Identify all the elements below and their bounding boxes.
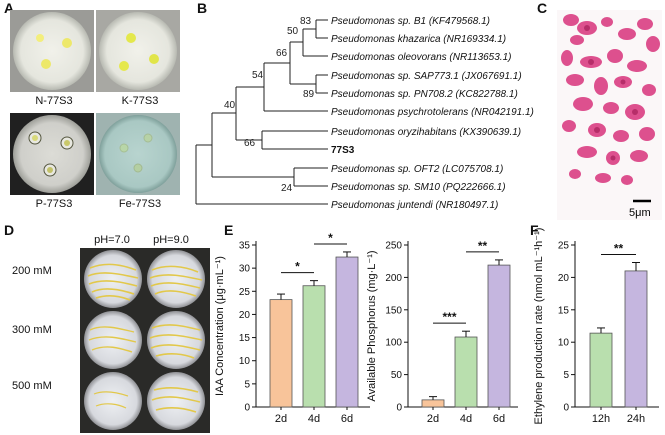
taxon-label: Pseudomonas oleovorans (NR113653.1) xyxy=(331,52,511,63)
plate-300-ph7 xyxy=(84,311,142,369)
y-tick-label: 50 xyxy=(391,370,403,381)
chart-iaa: 0 5 10 15 20 25 30 35 IAA Concentration (μg·mL⁻¹… xyxy=(214,231,370,425)
plate-caption-k: K-77S3 xyxy=(121,95,159,107)
taxon-label: Pseudomonas sp. SM10 (PQ222666.1) xyxy=(331,182,506,193)
bootstrap-value: 66 xyxy=(244,138,256,149)
significance-mark: ** xyxy=(478,239,488,253)
row-label-200mm: 200 mM xyxy=(12,265,52,277)
y-tick-label: 5 xyxy=(563,370,569,381)
y-tick-label: 15 xyxy=(558,305,570,316)
panel-label-a: A xyxy=(4,0,15,16)
panel-d-plates xyxy=(80,248,210,433)
micrograph-gram-stain: 5μm xyxy=(557,10,662,220)
plate-fe xyxy=(99,115,177,193)
chart-phosphorus: 0 50 100 150 200 250 Available Phosphorus (mg·… xyxy=(366,239,518,425)
bar xyxy=(302,285,326,408)
taxon-labels: Pseudomonas sp. B1 (KF479568.1) Pseudomo… xyxy=(331,16,534,211)
taxon-label: Pseudomonas khazarica (NR169334.1) xyxy=(331,34,506,45)
bootstrap-value: 40 xyxy=(224,100,236,111)
bar xyxy=(487,264,511,408)
row-label-500mm: 500 mM xyxy=(12,380,52,392)
taxon-label: Pseudomonas juntendi (NR180497.1) xyxy=(331,200,498,211)
panel-label-f: F xyxy=(530,222,539,238)
column-header-ph7: pH=7.0 xyxy=(94,234,130,246)
row-label-300mm: 300 mM xyxy=(12,324,52,336)
x-tick-label: 4d xyxy=(460,413,472,425)
y-tick-label: 35 xyxy=(239,241,251,252)
plate-p xyxy=(13,115,91,193)
panel-label-e: E xyxy=(224,222,234,238)
x-tick-label: 6d xyxy=(341,413,353,425)
bar xyxy=(624,270,648,408)
plate-200-ph7 xyxy=(84,250,142,308)
y-tick-label: 0 xyxy=(563,403,569,414)
bootstrap-value: 89 xyxy=(303,89,315,100)
y-tick-label: 100 xyxy=(385,338,402,349)
y-tick-label: 15 xyxy=(239,333,251,344)
y-tick-label: 10 xyxy=(558,338,570,349)
plate-300-ph9 xyxy=(147,311,205,369)
taxon-label: Pseudomonas sp. SAP773.1 (JX067691.1) xyxy=(331,71,522,82)
y-tick-label: 5 xyxy=(244,379,250,390)
plate-500-ph7 xyxy=(84,372,142,430)
scale-bar-label: 5μm xyxy=(629,207,651,219)
taxon-label: Pseudomonas sp. OFT2 (LC075708.1) xyxy=(331,164,503,175)
x-tick-label: 6d xyxy=(493,413,505,425)
bar xyxy=(269,299,293,408)
x-tick-label: 2d xyxy=(275,413,287,425)
y-tick-label: 30 xyxy=(239,264,251,275)
taxon-label-77s3: 77S3 xyxy=(331,145,355,156)
y-tick-label: 0 xyxy=(396,403,402,414)
bootstrap-value: 50 xyxy=(287,26,299,37)
y-axis-label: Available Phosphorus (mg·L⁻¹) xyxy=(366,250,378,401)
bootstrap-values: 83 50 66 89 54 40 66 24 xyxy=(224,16,315,194)
phylogenetic-tree: 83 50 66 89 54 40 66 24 Pseudomonas sp. … xyxy=(195,16,534,211)
bar xyxy=(454,336,478,408)
bootstrap-value: 24 xyxy=(281,183,293,194)
y-tick-label: 20 xyxy=(239,310,251,321)
bar xyxy=(335,256,359,408)
chart-ethylene: 0 5 10 15 20 25 Ethylene production rate (nmol… xyxy=(533,228,659,425)
x-tick-label: 24h xyxy=(627,413,645,425)
plate-caption-p: P-77S3 xyxy=(35,198,73,210)
y-tick-label: 0 xyxy=(244,403,250,414)
significance-mark: * xyxy=(295,260,300,274)
y-tick-label: 10 xyxy=(239,356,251,367)
significance-mark: ** xyxy=(614,241,624,255)
panel-a-plates xyxy=(10,10,180,195)
significance-mark: * xyxy=(328,231,333,245)
x-tick-label: 2d xyxy=(427,413,439,425)
panel-label-c: C xyxy=(537,0,548,16)
x-tick-label: 12h xyxy=(592,413,610,425)
taxon-label: Pseudomonas sp. B1 (KF479568.1) xyxy=(331,16,490,27)
column-header-ph9: pH=9.0 xyxy=(153,234,189,246)
plate-k xyxy=(99,12,177,90)
y-tick-label: 150 xyxy=(385,305,402,316)
y-tick-label: 200 xyxy=(385,273,402,284)
plate-caption-n: N-77S3 xyxy=(35,95,73,107)
plate-200-ph9 xyxy=(147,250,205,308)
bootstrap-value: 54 xyxy=(252,70,264,81)
bootstrap-value: 83 xyxy=(300,16,312,27)
taxon-label: Pseudomonas psychrotolerans (NR042191.1) xyxy=(331,107,534,118)
taxon-label: Pseudomonas oryzihabitans (KX390639.1) xyxy=(331,127,521,138)
panel-label-b: B xyxy=(197,0,208,16)
bar xyxy=(589,332,613,408)
y-axis-label: IAA Concentration (μg·mL⁻¹) xyxy=(214,256,226,396)
taxon-label: Pseudomonas sp. PN708.2 (KC822788.1) xyxy=(331,89,518,100)
y-tick-label: 20 xyxy=(558,273,570,284)
bootstrap-value: 66 xyxy=(276,48,288,59)
significance-mark: *** xyxy=(442,310,456,324)
y-tick-label: 25 xyxy=(558,241,570,252)
x-tick-label: 4d xyxy=(308,413,320,425)
y-tick-label: 25 xyxy=(239,287,251,298)
tree-branches xyxy=(195,19,328,205)
plate-500-ph9 xyxy=(147,372,205,430)
panel-label-d: D xyxy=(4,222,15,238)
bar xyxy=(421,399,445,408)
plate-caption-fe: Fe-77S3 xyxy=(118,198,162,210)
y-tick-label: 250 xyxy=(385,241,402,252)
y-axis-label: Ethylene production rate (nmol mL⁻¹h⁻¹) xyxy=(533,228,545,425)
plate-n xyxy=(13,12,91,90)
